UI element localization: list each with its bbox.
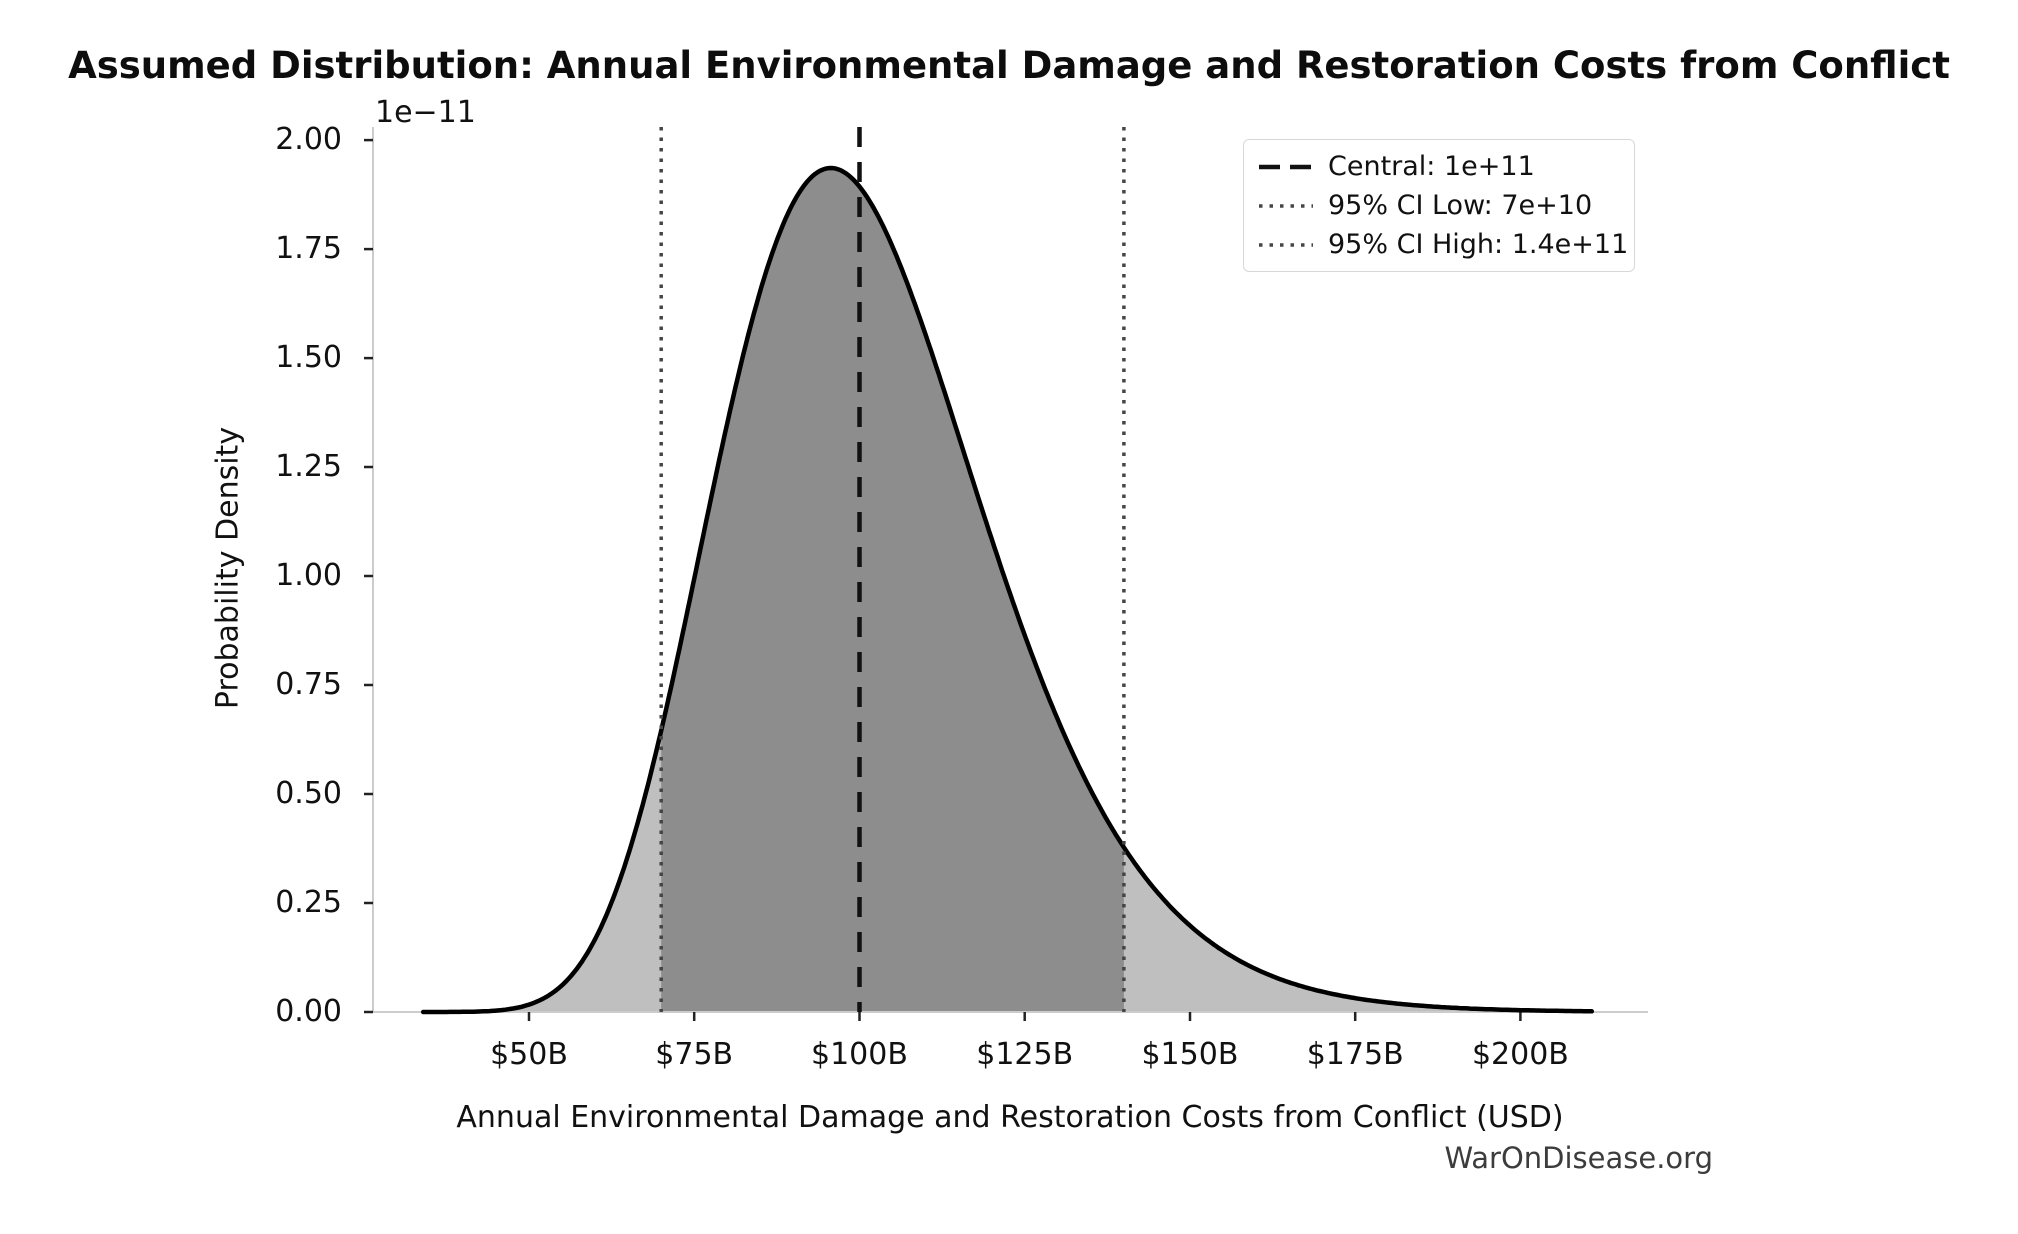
y-axis-offset-label: 1e−11 bbox=[375, 95, 476, 130]
y-tick-label: 0.50 bbox=[275, 776, 342, 812]
x-axis-label: Annual Environmental Damage and Restorat… bbox=[456, 1100, 1564, 1135]
y-tick-label: 2.00 bbox=[275, 122, 342, 158]
density-curve bbox=[420, 165, 1595, 1015]
x-tick-label: $200B bbox=[1471, 1037, 1569, 1072]
legend-item: 95% CI High: 1.4e+11 bbox=[1258, 225, 1628, 264]
y-tick-label: 1.25 bbox=[275, 449, 342, 485]
legend-item: Central: 1e+11 bbox=[1258, 147, 1620, 186]
y-tick-label: 1.50 bbox=[275, 340, 342, 376]
legend-label: 95% CI High: 1.4e+11 bbox=[1328, 229, 1629, 260]
legend-label: Central: 1e+11 bbox=[1328, 151, 1535, 182]
x-tick-label: $50B bbox=[490, 1037, 568, 1072]
ci-region-fill bbox=[661, 168, 1124, 1012]
y-tick-label: 1.75 bbox=[275, 231, 342, 267]
y-tick-label: 0.25 bbox=[275, 885, 342, 920]
chart-title: Assumed Distribution: Annual Environment… bbox=[68, 44, 1950, 87]
dashed-line-icon bbox=[1259, 164, 1313, 169]
x-tick-label: $100B bbox=[811, 1037, 908, 1072]
legend: Central: 1e+11 95% CI Low: 7e+10 95% CI Hi… bbox=[1243, 139, 1635, 272]
y-tick-label: 0.75 bbox=[275, 667, 342, 703]
legend-label: 95% CI Low: 7e+10 bbox=[1328, 190, 1593, 221]
y-tick-label: 0.00 bbox=[275, 994, 342, 1029]
dotted-line-icon bbox=[1259, 203, 1313, 208]
dotted-line-icon bbox=[1259, 242, 1313, 247]
watermark: WarOnDisease.org bbox=[1444, 1141, 1713, 1175]
x-tick-label: $150B bbox=[1141, 1037, 1239, 1072]
x-tick-label: $125B bbox=[976, 1037, 1074, 1072]
legend-item: 95% CI Low: 7e+10 bbox=[1258, 186, 1620, 225]
x-tick-label: $75B bbox=[655, 1037, 734, 1072]
x-tick-label: $175B bbox=[1306, 1037, 1404, 1072]
y-tick-label: 1.00 bbox=[275, 558, 342, 594]
